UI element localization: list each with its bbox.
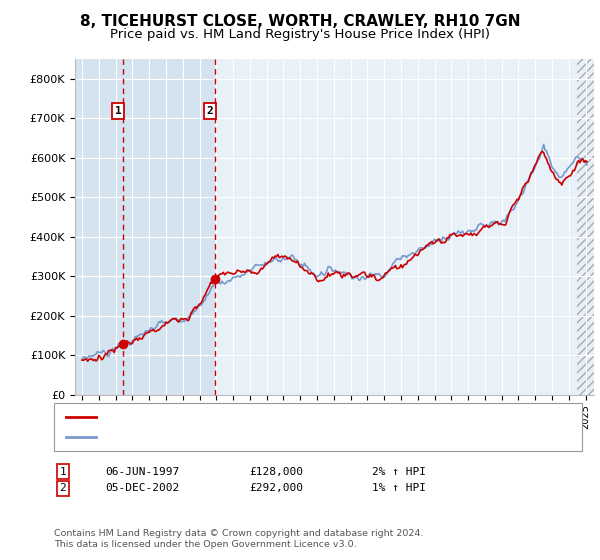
Text: 1: 1	[59, 466, 67, 477]
Text: HPI: Average price, detached house, Crawley: HPI: Average price, detached house, Craw…	[102, 432, 371, 442]
Text: 06-JUN-1997: 06-JUN-1997	[105, 466, 179, 477]
Text: 05-DEC-2002: 05-DEC-2002	[105, 483, 179, 493]
Text: 1% ↑ HPI: 1% ↑ HPI	[372, 483, 426, 493]
Text: Contains HM Land Registry data © Crown copyright and database right 2024.
This d: Contains HM Land Registry data © Crown c…	[54, 529, 424, 549]
Bar	[215, 59, 577, 395]
Text: £292,000: £292,000	[249, 483, 303, 493]
Bar	[123, 59, 215, 395]
Bar	[75, 59, 123, 395]
Text: 8, TICEHURST CLOSE, WORTH, CRAWLEY, RH10 7GN (detached house): 8, TICEHURST CLOSE, WORTH, CRAWLEY, RH10…	[102, 413, 483, 422]
Text: Price paid vs. HM Land Registry's House Price Index (HPI): Price paid vs. HM Land Registry's House …	[110, 28, 490, 41]
Text: 2: 2	[59, 483, 67, 493]
Bar	[577, 59, 594, 395]
Text: £128,000: £128,000	[249, 466, 303, 477]
Text: 8, TICEHURST CLOSE, WORTH, CRAWLEY, RH10 7GN: 8, TICEHURST CLOSE, WORTH, CRAWLEY, RH10…	[80, 14, 520, 29]
Text: 2: 2	[206, 106, 214, 116]
Text: 2% ↑ HPI: 2% ↑ HPI	[372, 466, 426, 477]
Text: 1: 1	[115, 106, 121, 116]
